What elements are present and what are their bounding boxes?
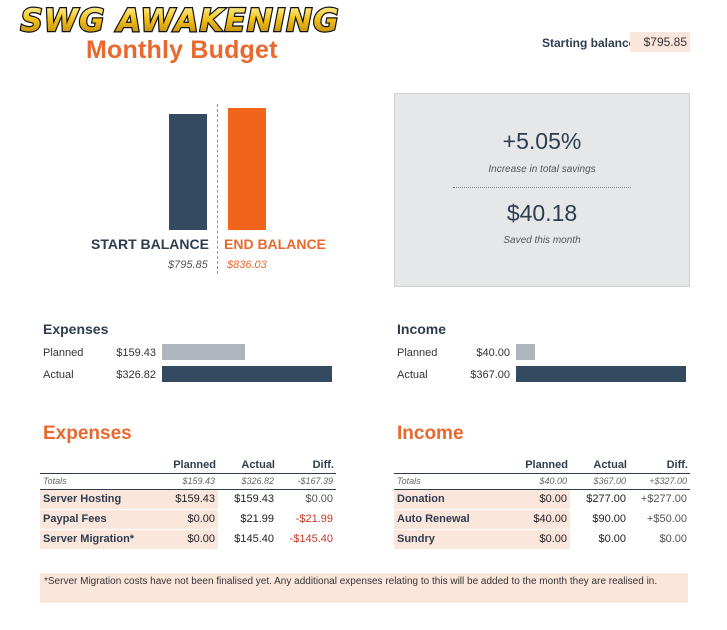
income-planned: $0.00: [520, 489, 570, 510]
expenses-totals-actual: $326.82: [218, 472, 277, 490]
income-diff: $0.00: [629, 529, 690, 550]
expenses-planned-bar: [162, 344, 245, 360]
expenses-header-row: Planned Actual Diff.: [40, 455, 336, 473]
expenses-table-title: Expenses: [43, 423, 132, 444]
income-table: Planned Actual Diff. Totals $40.00 $367.…: [394, 455, 690, 550]
income-diff: +$277.00: [629, 489, 690, 510]
savings-percent-caption: Increase in total savings: [488, 164, 596, 175]
income-totals-label: Totals: [394, 472, 520, 490]
start-balance-label: START BALANCE: [91, 236, 209, 252]
expenses-header-diff: Diff.: [312, 458, 334, 471]
expenses-totals-row: Totals $159.43 $326.82 -$167.39: [40, 472, 336, 490]
income-name: Sundry: [394, 529, 520, 550]
income-actual: $277.00: [570, 489, 629, 510]
table-row: Paypal Fees $0.00 $21.99 -$21.99: [40, 509, 336, 530]
table-row: Sundry $0.00 $0.00 $0.00: [394, 529, 690, 550]
logo-text: SWG AWAKENING: [20, 3, 339, 38]
table-row: Auto Renewal $40.00 $90.00 +$50.00: [394, 509, 690, 530]
start-balance-bar: [169, 113, 207, 230]
expense-actual: $145.40: [218, 529, 277, 550]
income-totals-row: Totals $40.00 $367.00 +$327.00: [394, 472, 690, 490]
income-header-diff: Diff.: [666, 458, 688, 471]
savings-summary-box: +5.05% Increase in total savings $40.18 …: [394, 93, 690, 287]
expenses-totals-label: Totals: [40, 472, 168, 490]
income-actual: $0.00: [570, 529, 629, 550]
expenses-planned-label: Planned: [43, 347, 84, 359]
expense-name: Server Migration*: [40, 529, 168, 550]
end-balance-label: END BALANCE: [224, 236, 326, 252]
expenses-totals-diff: -$167.39: [277, 472, 336, 490]
income-planned-value: $40.00: [476, 347, 510, 359]
table-row: Donation $0.00 $277.00 +$277.00: [394, 489, 690, 510]
income-name: Donation: [394, 489, 520, 510]
chart-divider: [217, 104, 218, 274]
income-totals-planned: $40.00: [520, 472, 570, 490]
income-actual: $90.00: [570, 509, 629, 530]
page-title: Monthly Budget: [86, 36, 278, 64]
savings-percent: +5.05%: [502, 128, 582, 154]
income-actual-value: $367.00: [470, 369, 510, 381]
expense-planned: $0.00: [168, 509, 218, 530]
expense-planned: $0.00: [168, 529, 218, 550]
expenses-summary-title: Expenses: [43, 321, 109, 337]
expense-planned: $159.43: [168, 489, 218, 510]
income-header-row: Planned Actual Diff.: [394, 455, 690, 473]
expenses-table: Planned Actual Diff. Totals $159.43 $326…: [40, 455, 336, 550]
income-planned: $0.00: [520, 529, 570, 550]
expenses-totals-planned: $159.43: [168, 472, 218, 490]
expenses-header-planned: Planned: [173, 458, 216, 471]
expense-diff: $0.00: [277, 489, 336, 510]
expenses-actual-value: $326.82: [116, 369, 156, 381]
expenses-header-actual: Actual: [241, 458, 275, 471]
income-planned-bar: [516, 344, 535, 360]
income-actual-bar: [516, 366, 686, 382]
swg-awakening-logo: SWG AWAKENING: [4, 2, 356, 38]
table-row: Server Migration* $0.00 $145.40 -$145.40: [40, 529, 336, 550]
starting-balance-value: $795.85: [630, 32, 690, 52]
income-summary-title: Income: [397, 321, 447, 337]
expense-diff: -$21.99: [277, 509, 336, 530]
income-planned: $40.00: [520, 509, 570, 530]
income-totals-diff: +$327.00: [629, 472, 690, 490]
expense-name: Server Hosting: [40, 489, 168, 510]
income-table-title: Income: [397, 423, 464, 444]
income-header-actual: Actual: [593, 458, 627, 471]
logo-wordmark: SWG AWAKENING: [19, 2, 340, 38]
savings-divider: [453, 187, 631, 188]
income-name: Auto Renewal: [394, 509, 520, 530]
income-header-planned: Planned: [525, 458, 568, 471]
income-diff: +$50.00: [629, 509, 690, 530]
income-planned-label: Planned: [397, 347, 438, 359]
expense-name: Paypal Fees: [40, 509, 168, 530]
table-row: Server Hosting $159.43 $159.43 $0.00: [40, 489, 336, 510]
expenses-actual-bar: [162, 366, 332, 382]
expense-diff: -$145.40: [277, 529, 336, 550]
end-balance-bar: [228, 108, 266, 230]
income-totals-actual: $367.00: [570, 472, 629, 490]
start-balance-value: $795.85: [168, 259, 208, 271]
end-balance-value: $836.03: [227, 259, 267, 271]
income-actual-label: Actual: [397, 369, 428, 381]
expenses-actual-label: Actual: [43, 369, 74, 381]
expense-actual: $21.99: [218, 509, 277, 530]
expense-actual: $159.43: [218, 489, 277, 510]
savings-amount: $40.18: [506, 200, 578, 226]
starting-balance-label: Starting balance:: [542, 36, 640, 50]
expenses-planned-value: $159.43: [116, 347, 156, 359]
footnote: *Server Migration costs have not been fi…: [40, 573, 688, 603]
savings-amount-caption: Saved this month: [503, 235, 581, 246]
